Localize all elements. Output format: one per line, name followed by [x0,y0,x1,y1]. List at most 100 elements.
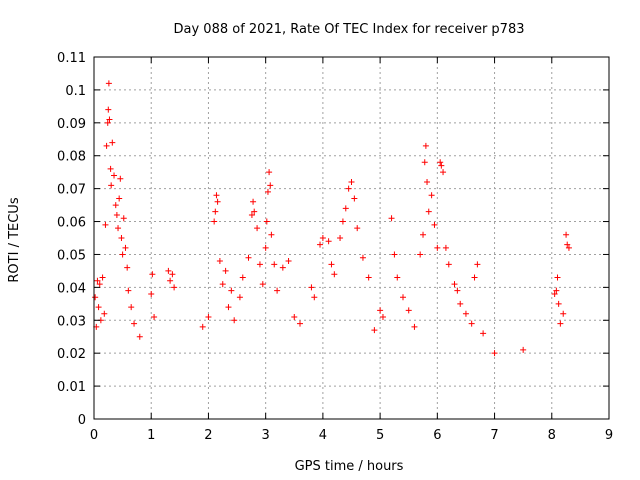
data-point [248,211,255,218]
y-tick-label: 0.01 [57,380,86,395]
data-point [417,251,424,258]
data-point [92,294,99,301]
y-tick-label: 0.02 [57,347,86,362]
y-tick-label: 0.05 [57,248,86,263]
x-tick-label: 8 [548,428,556,443]
data-point [474,261,481,268]
data-point [379,313,386,320]
data-point [263,218,270,225]
data-point [471,274,478,281]
data-point [245,254,252,261]
data-point [394,274,401,281]
data-point [264,188,271,195]
data-point [454,287,461,294]
y-tick-label: 0.04 [57,281,86,296]
data-point [480,330,487,337]
data-point [462,310,469,317]
data-point [115,225,122,232]
y-tick-label: 0.11 [57,51,86,66]
chart-title: Day 088 of 2021, Rate Of TEC Index for r… [174,22,525,37]
data-point [440,169,447,176]
data-point [457,300,464,307]
x-tick-label: 7 [490,428,498,443]
data-point [442,244,449,251]
x-tick-label: 5 [376,428,384,443]
data-point [405,307,412,314]
data-point [421,159,428,166]
data-point [411,323,418,330]
data-point [216,258,223,265]
x-tick-label: 2 [204,428,212,443]
data-point [94,277,101,284]
data-point [339,218,346,225]
data-point [331,271,338,278]
data-point [205,313,212,320]
data-point [400,294,406,301]
data-point [434,244,441,251]
data-point [437,159,444,166]
data-point [325,238,332,245]
data-point [491,350,498,357]
data-point [317,241,324,248]
data-point [108,182,115,189]
data-point [131,320,138,327]
data-point [311,294,318,301]
data-point [445,261,452,268]
data-point [119,251,126,258]
data-point [104,119,111,126]
data-point [112,202,119,209]
data-point [212,208,219,215]
axis-ticks [93,56,610,420]
data-point [377,307,384,314]
y-tick-label: 0.06 [57,216,86,231]
data-point [105,80,112,87]
data-point [554,274,561,281]
data-point [219,281,226,288]
data-point [120,215,127,222]
data-point [199,323,206,330]
data-point [106,116,113,123]
data-point [291,313,298,320]
data-point [118,235,125,241]
data-point [151,313,158,320]
data-point [564,241,571,248]
data-points [92,80,572,357]
data-point [428,192,435,199]
data-point [279,264,286,271]
data-point [563,231,570,238]
data-point [136,333,143,340]
data-point [113,211,120,218]
data-point [420,231,427,238]
data-point [297,320,303,327]
data-point [231,317,238,324]
x-tick-label: 3 [262,428,270,443]
data-point [149,271,156,278]
tick-labels: 0 1 2 3 4 5 6 7 8 9 0 0.01 0.02 0.03 0.04 0.05 0.06 0.07 0… [57,51,613,443]
data-point [96,281,103,288]
data-point [285,258,292,265]
data-point [101,310,108,317]
x-tick-label: 0 [90,428,98,443]
data-point [213,192,220,199]
data-point [351,195,358,202]
data-point [169,271,176,278]
data-point [337,235,344,241]
data-point [348,179,355,186]
data-point [228,287,235,294]
data-point [117,175,124,182]
data-point [274,287,281,294]
x-tick-label: 9 [605,428,613,443]
data-point [167,277,174,284]
data-point [256,261,263,268]
data-point [109,139,116,146]
data-point [565,244,572,251]
y-tick-label: 0.07 [57,183,86,198]
data-point [319,235,326,241]
x-tick-label: 6 [433,428,441,443]
data-point [557,320,564,327]
data-point [125,287,132,294]
data-point [103,142,110,149]
plot-frame [93,56,610,420]
data-point [254,225,261,232]
x-tick-label: 1 [147,428,155,443]
